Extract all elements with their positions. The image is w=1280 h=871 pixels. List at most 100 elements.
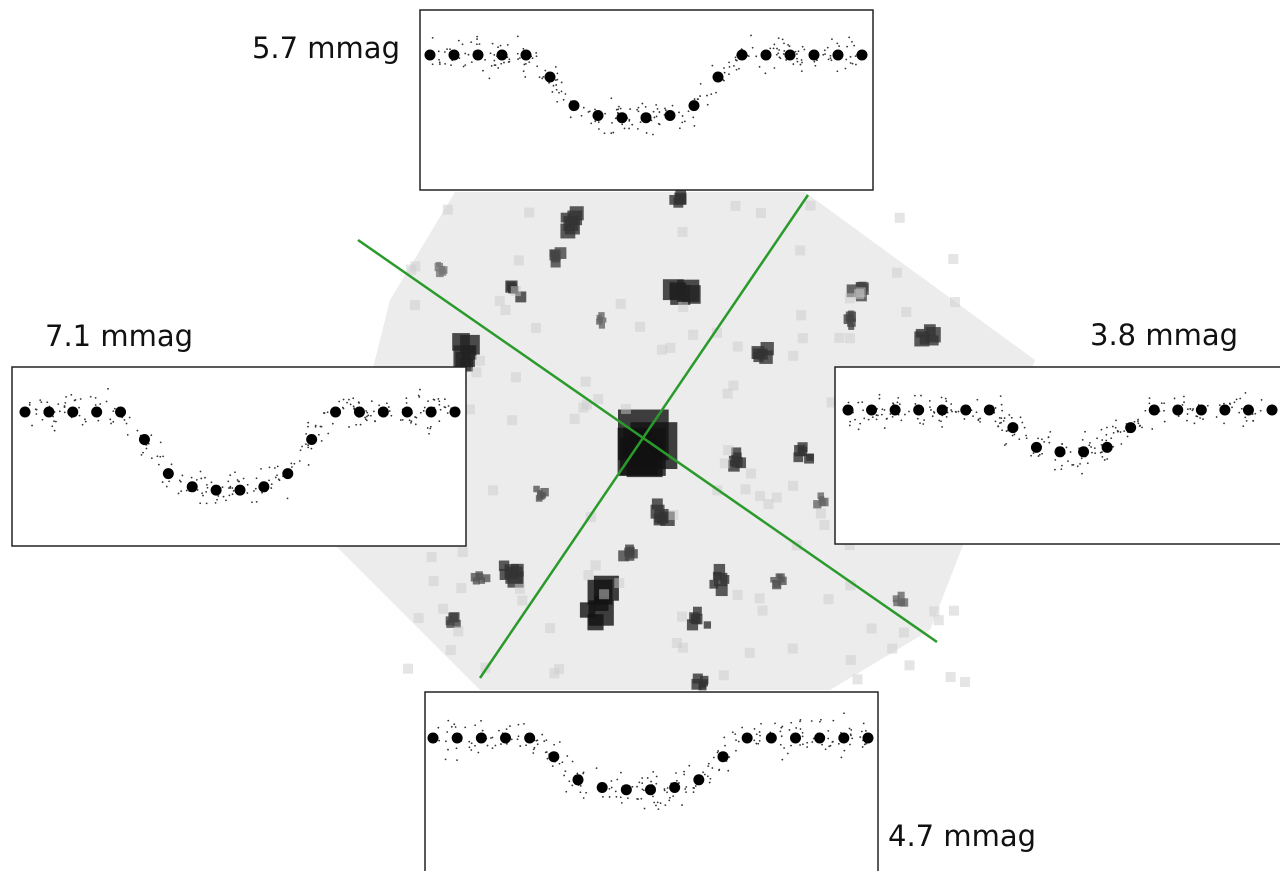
noise-dot bbox=[79, 415, 81, 417]
noise-dot bbox=[271, 483, 273, 485]
noise-dot bbox=[482, 70, 484, 72]
noise-dot bbox=[774, 722, 776, 724]
noise-dot bbox=[802, 46, 804, 48]
noise-dot bbox=[801, 70, 803, 72]
noise-dot bbox=[480, 720, 482, 722]
background-pixel bbox=[456, 583, 466, 593]
noise-dot bbox=[849, 421, 851, 423]
binned-point bbox=[1055, 446, 1066, 457]
noise-dot bbox=[518, 735, 520, 737]
noise-dot bbox=[511, 738, 513, 740]
noise-dot bbox=[291, 466, 293, 468]
light-curve-panel: 4.7 mmag bbox=[425, 692, 1036, 871]
noise-dot bbox=[1151, 428, 1153, 430]
noise-dot bbox=[541, 78, 543, 80]
noise-dot bbox=[402, 419, 404, 421]
noise-dot bbox=[811, 720, 813, 722]
noise-dot bbox=[783, 42, 785, 44]
noise-dot bbox=[694, 125, 696, 127]
binned-point bbox=[693, 774, 704, 785]
noise-dot bbox=[1101, 439, 1103, 441]
background-pixel bbox=[755, 593, 765, 603]
noise-dot bbox=[553, 85, 555, 87]
background-pixel bbox=[834, 333, 844, 343]
noise-dot bbox=[535, 52, 537, 54]
noise-dot bbox=[1006, 430, 1008, 432]
noise-dot bbox=[315, 425, 317, 427]
noise-dot bbox=[561, 82, 563, 84]
noise-dot bbox=[727, 770, 729, 772]
noise-dot bbox=[752, 47, 754, 49]
noise-dot bbox=[438, 59, 440, 61]
noise-dot bbox=[206, 484, 208, 486]
noise-dot bbox=[438, 404, 440, 406]
noise-dot bbox=[659, 111, 661, 113]
noise-dot bbox=[438, 400, 440, 402]
noise-dot bbox=[704, 774, 706, 776]
noise-dot bbox=[806, 746, 808, 748]
star-pixel bbox=[778, 577, 786, 585]
noise-dot bbox=[299, 460, 301, 462]
noise-dot bbox=[1134, 421, 1136, 423]
noise-dot bbox=[51, 425, 53, 427]
noise-dot bbox=[432, 37, 434, 39]
binned-point bbox=[449, 50, 460, 61]
noise-dot bbox=[348, 426, 350, 428]
noise-dot bbox=[628, 128, 630, 130]
noise-dot bbox=[464, 53, 466, 55]
binned-point bbox=[1267, 405, 1278, 416]
noise-dot bbox=[423, 410, 425, 412]
noise-dot bbox=[74, 400, 76, 402]
noise-dot bbox=[474, 724, 476, 726]
binned-point bbox=[833, 50, 844, 61]
noise-dot bbox=[1183, 401, 1185, 403]
noise-dot bbox=[1231, 406, 1233, 408]
noise-dot bbox=[583, 771, 585, 773]
star-pixel bbox=[924, 324, 936, 336]
noise-dot bbox=[1113, 432, 1115, 434]
binned-point bbox=[665, 110, 676, 121]
noise-dot bbox=[587, 111, 589, 113]
noise-dot bbox=[1137, 422, 1139, 424]
noise-dot bbox=[1242, 425, 1244, 427]
background-pixel bbox=[453, 626, 463, 636]
noise-dot bbox=[415, 423, 417, 425]
noise-dot bbox=[1011, 417, 1013, 419]
noise-dot bbox=[1041, 453, 1043, 455]
background-pixel bbox=[570, 414, 580, 424]
background-pixel bbox=[901, 307, 911, 317]
background-pixel bbox=[796, 310, 806, 320]
noise-dot bbox=[1236, 398, 1238, 400]
noise-dot bbox=[277, 465, 279, 467]
noise-dot bbox=[618, 106, 620, 108]
noise-dot bbox=[445, 758, 447, 760]
binned-point bbox=[713, 72, 724, 83]
noise-dot bbox=[205, 491, 207, 493]
noise-dot bbox=[471, 61, 473, 63]
noise-dot bbox=[479, 43, 481, 45]
background-pixel bbox=[723, 445, 733, 455]
noise-dot bbox=[36, 409, 38, 411]
noise-dot bbox=[688, 110, 690, 112]
noise-dot bbox=[997, 426, 999, 428]
background-pixel bbox=[929, 606, 939, 616]
noise-dot bbox=[269, 466, 271, 468]
noise-dot bbox=[350, 404, 352, 406]
binned-point bbox=[139, 434, 150, 445]
background-pixel bbox=[746, 469, 756, 479]
noise-dot bbox=[800, 64, 802, 66]
background-pixel bbox=[805, 201, 815, 211]
noise-dot bbox=[576, 772, 578, 774]
noise-dot bbox=[366, 412, 368, 414]
noise-dot bbox=[653, 802, 655, 804]
noise-dot bbox=[500, 743, 502, 745]
binned-point bbox=[737, 50, 748, 61]
noise-dot bbox=[1048, 436, 1050, 438]
background-pixel bbox=[403, 664, 413, 674]
noise-dot bbox=[233, 490, 235, 492]
noise-dot bbox=[590, 122, 592, 124]
noise-dot bbox=[158, 464, 160, 466]
noise-dot bbox=[519, 745, 521, 747]
noise-dot bbox=[432, 63, 434, 65]
noise-dot bbox=[29, 404, 31, 406]
